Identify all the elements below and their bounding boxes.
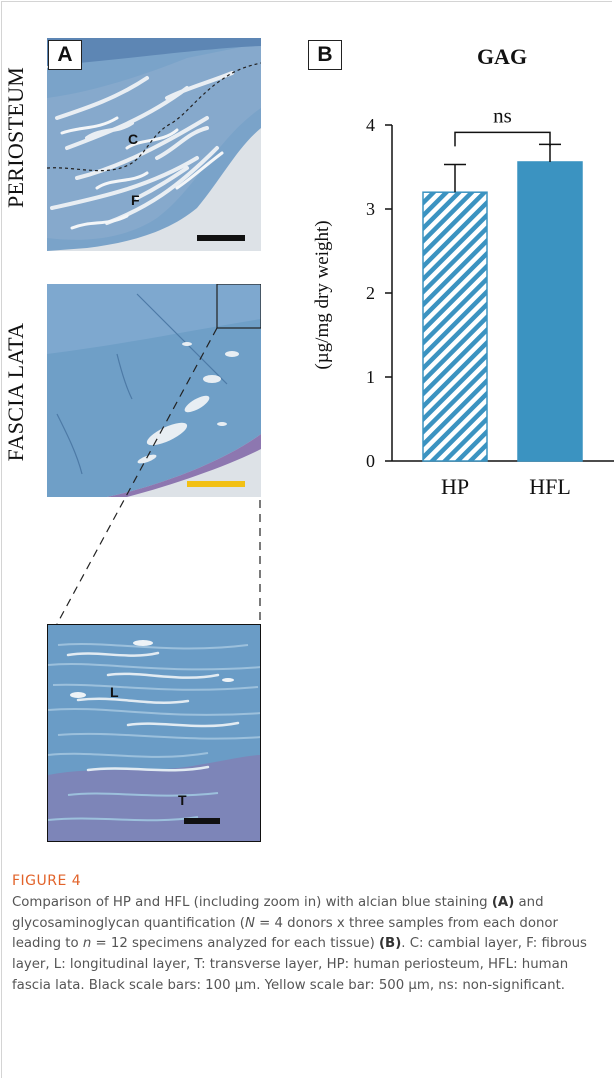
caption-text-1: Comparison of HP and HFL (including zoom…: [12, 895, 492, 910]
caption-n-big: N: [244, 915, 255, 931]
caption-ref-a: (A): [491, 895, 515, 910]
x-tick-label: HFL: [529, 474, 571, 499]
caption-ref-b: (B): [378, 936, 402, 952]
caption-text-5: . C: cambial layer, F: fibrous layer, L:…: [12, 936, 587, 993]
bar-hp: [422, 191, 488, 462]
chart-title: GAG: [477, 44, 527, 69]
cambial-layer-tag: C: [128, 131, 139, 147]
fibrous-layer-tag: F: [131, 192, 140, 208]
y-tick-label: 2: [366, 283, 375, 303]
periosteum-label: PERIOSTEUM: [3, 66, 28, 208]
transverse-layer-tag: T: [178, 792, 187, 808]
bar-hfl: [517, 161, 583, 462]
caption-n-small: n: [82, 936, 92, 952]
figure-title: FIGURE 4: [12, 873, 82, 889]
figure-caption: Comparison of HP and HFL (including zoom…: [12, 893, 604, 997]
x-tick-label: HP: [441, 474, 469, 499]
periosteum-micrograph: [47, 38, 261, 251]
zoom-micrograph: [47, 624, 261, 842]
panel-b-label: B: [308, 40, 342, 70]
longitudinal-layer-tag: L: [110, 684, 119, 700]
significance-bracket: [454, 131, 551, 147]
significance-label: ns: [493, 103, 512, 127]
caption-text-4: = 12 specimens analyzed for each tissue): [91, 936, 379, 952]
y-tick-label: 4: [366, 115, 375, 135]
y-tick-label: 1: [366, 367, 375, 387]
y-tick-label: 3: [366, 199, 375, 219]
y-tick-label: 0: [366, 451, 375, 471]
caption-text-3: = 4 donors x three samples from each don…: [12, 915, 558, 952]
fascia-lata-micrograph: [47, 284, 261, 497]
gag-bar-chart: GAG (µg/mg dry weight) ns 0 1 2 3 4 HP HFL: [312, 44, 614, 499]
panel-a-label: A: [48, 40, 82, 70]
y-axis-label: (µg/mg dry weight): [312, 220, 333, 369]
caption-text-2: and glycosaminoglycan quantification (: [12, 895, 544, 931]
fascia-lata-label: FASCIA LATA: [3, 322, 28, 462]
